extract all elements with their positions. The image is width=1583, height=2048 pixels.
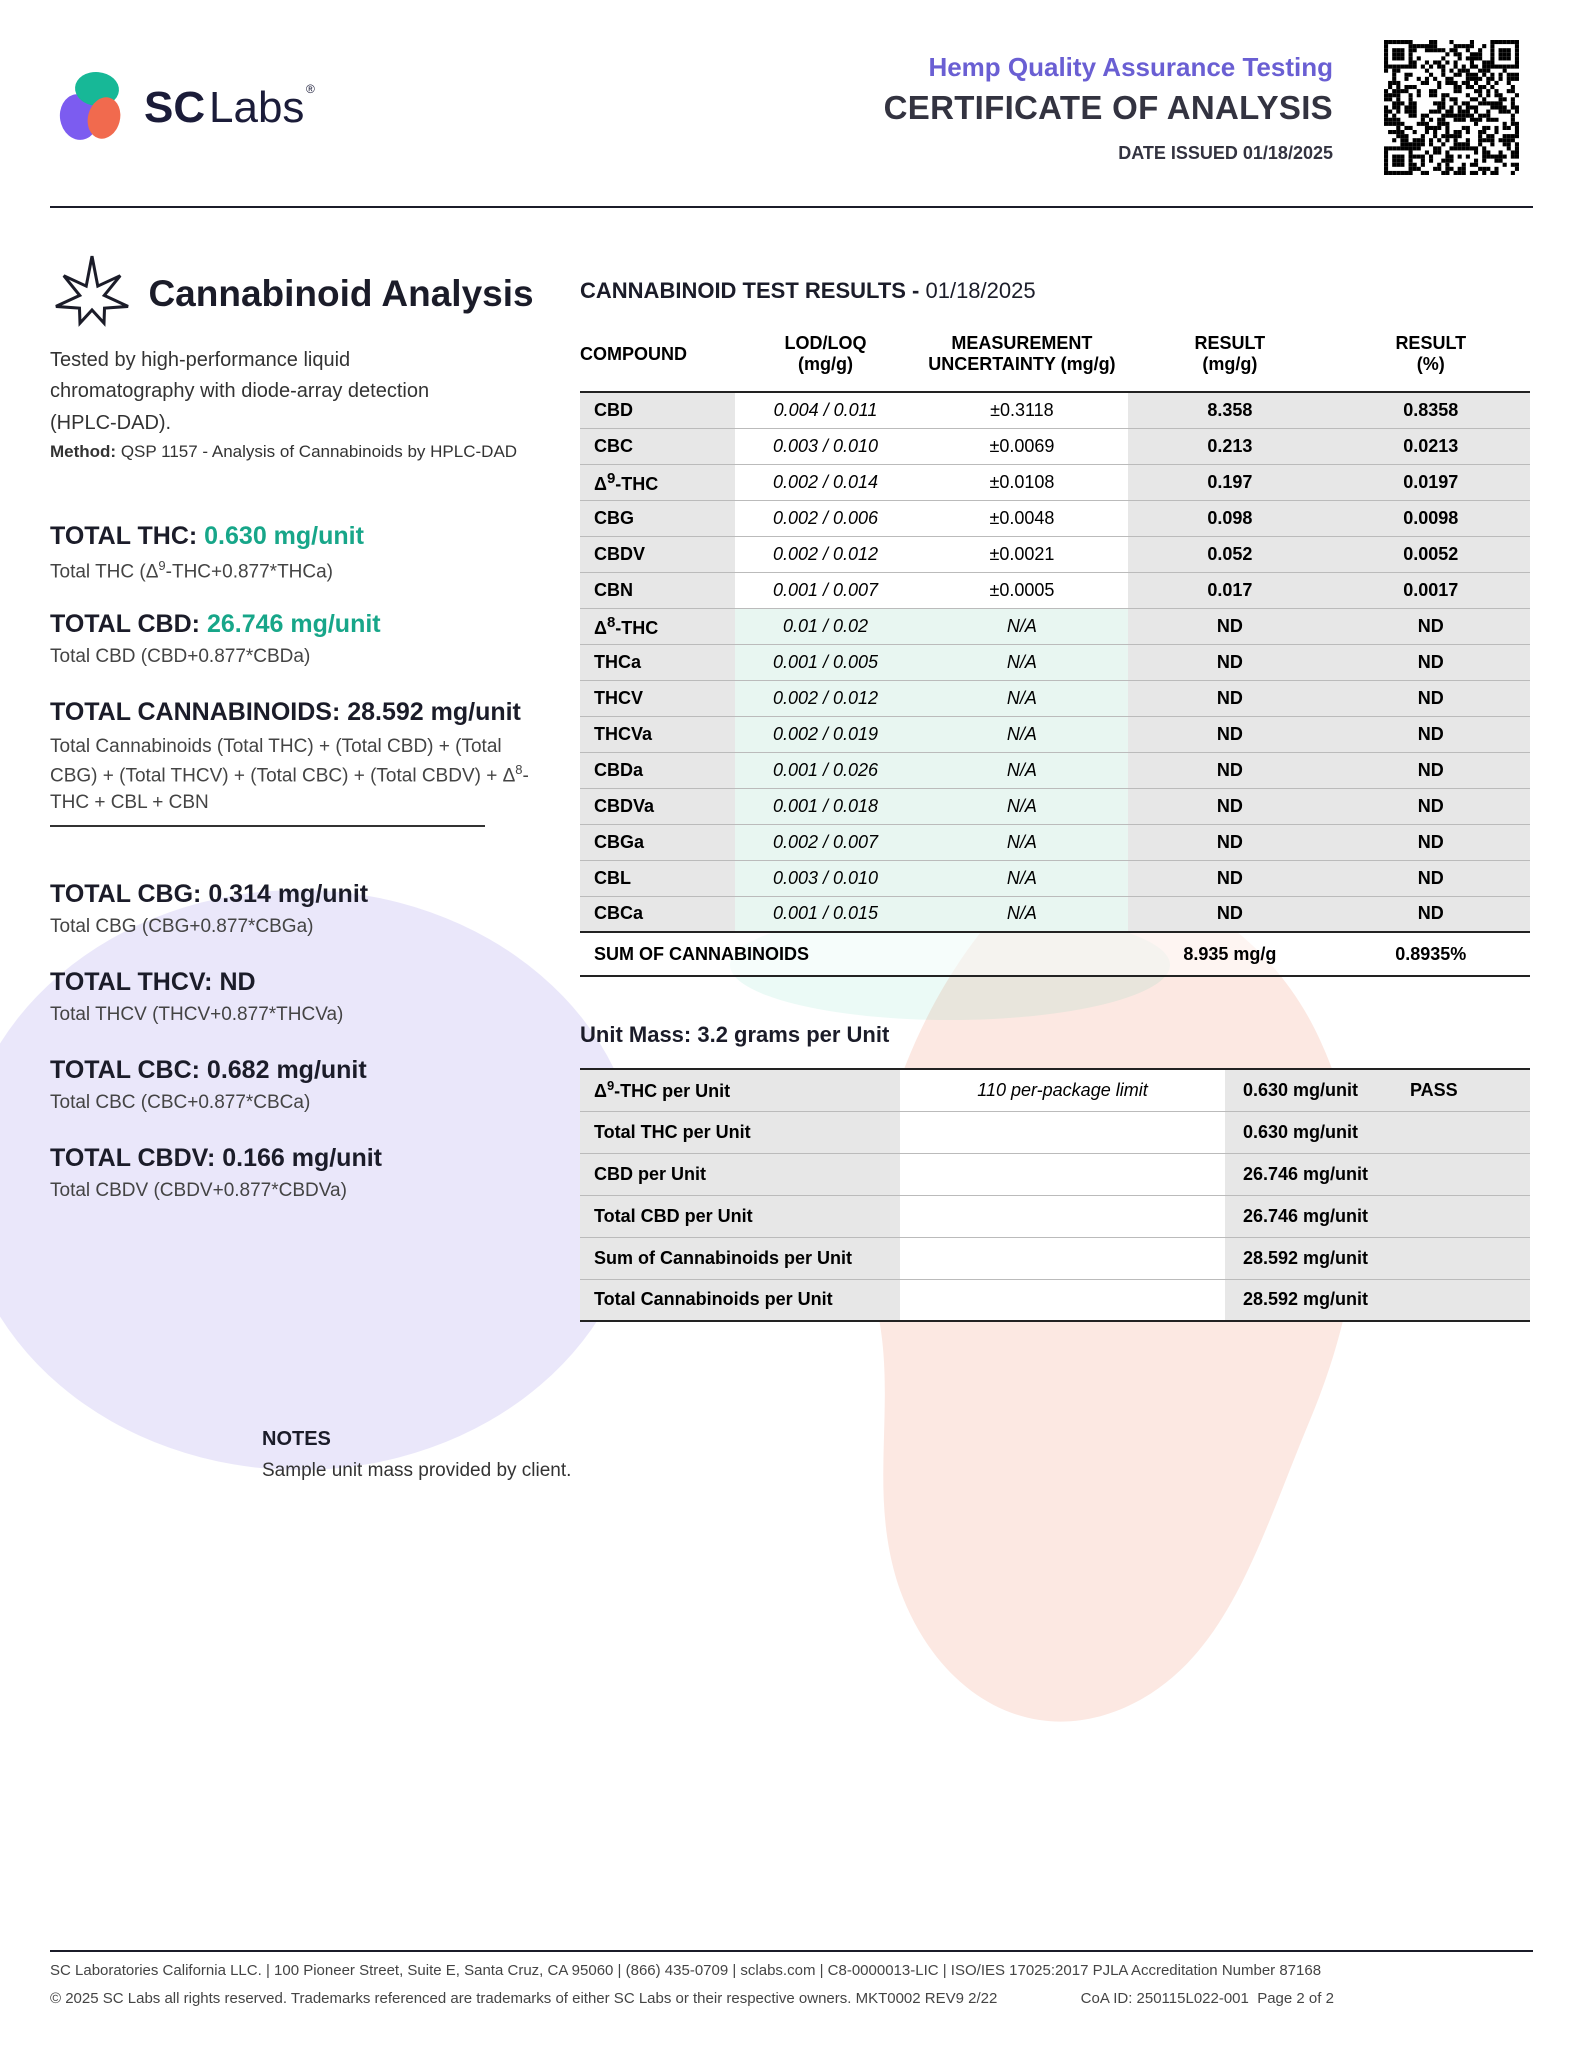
svg-text:SC: SC [144, 83, 205, 132]
svg-text:Labs: Labs [209, 83, 304, 132]
svg-text:®: ® [306, 82, 315, 96]
